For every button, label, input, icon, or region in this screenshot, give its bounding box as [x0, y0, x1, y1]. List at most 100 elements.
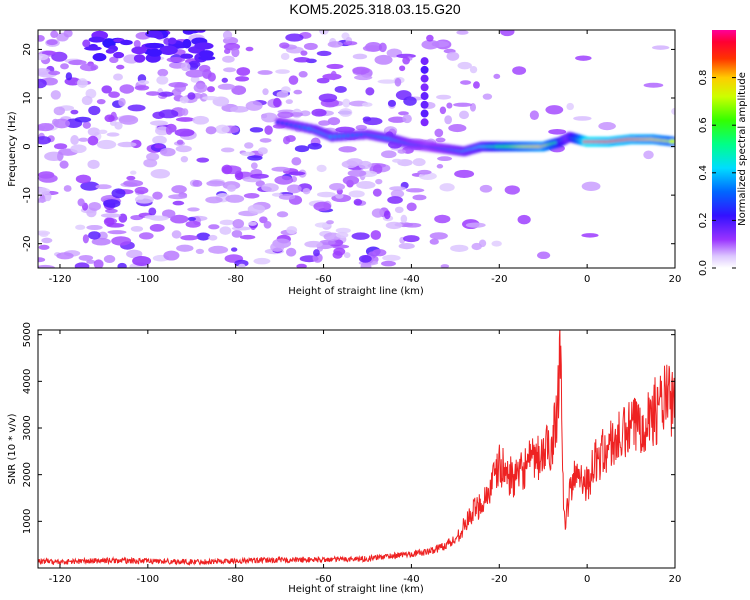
noise-blob — [255, 180, 265, 187]
noise-blob — [365, 87, 375, 96]
noise-blob — [288, 75, 299, 85]
noise-blob — [129, 170, 137, 175]
noise-blob — [358, 255, 372, 263]
noise-blob — [294, 145, 310, 153]
noise-blob — [318, 120, 331, 126]
snr-y-tick-label: 5000 — [22, 322, 33, 347]
noise-blob — [456, 30, 469, 35]
noise-blob — [548, 128, 567, 135]
noise-blob — [38, 136, 51, 145]
noise-blob — [137, 194, 145, 200]
noise-blob — [247, 204, 266, 214]
noise-blob — [512, 66, 527, 75]
noise-blob — [187, 92, 196, 100]
noise-blob — [250, 162, 258, 170]
noise-blob-spike — [420, 83, 429, 92]
noise-blob — [643, 82, 664, 88]
noise-blob — [335, 231, 349, 239]
noise-blob — [175, 145, 192, 153]
noise-blob — [44, 192, 52, 202]
noise-blob — [457, 61, 472, 70]
noise-blob — [215, 124, 230, 134]
noise-blob — [402, 56, 410, 65]
noise-blob — [261, 112, 278, 123]
noise-blob — [353, 198, 363, 206]
snr-x-tick-label: -60 — [315, 574, 331, 585]
noise-blob — [575, 55, 592, 61]
noise-blob — [417, 169, 432, 175]
colorbar-gradient — [712, 30, 736, 268]
noise-blob — [453, 102, 473, 107]
noise-blob — [220, 147, 235, 153]
noise-blob — [293, 57, 311, 63]
noise-blob — [235, 76, 250, 82]
spectrogram-x-tick-label: -20 — [491, 274, 507, 285]
noise-blob — [286, 247, 297, 257]
noise-blob — [573, 116, 592, 121]
noise-blob — [224, 48, 231, 54]
noise-blob — [126, 175, 136, 181]
colorbar-tick-label: 0.8 — [698, 70, 709, 86]
noise-blob-cluster — [131, 46, 147, 55]
snr-y-tick-label: 1000 — [22, 509, 33, 534]
noise-blob — [171, 185, 187, 194]
noise-blob-cluster — [180, 53, 194, 59]
noise-blob — [375, 178, 383, 185]
noise-blob — [126, 249, 143, 259]
noise-blob — [275, 69, 290, 74]
snr-background — [38, 330, 675, 568]
noise-blob — [403, 222, 422, 228]
noise-blob — [231, 230, 243, 238]
noise-blob — [107, 230, 127, 235]
noise-blob — [232, 219, 245, 229]
noise-blob — [188, 60, 201, 68]
noise-blob — [156, 75, 169, 85]
noise-blob — [372, 164, 383, 175]
noise-blob — [202, 96, 220, 101]
noise-blob — [383, 210, 391, 220]
noise-blob — [327, 41, 343, 48]
noise-blob-cluster — [198, 50, 214, 58]
noise-blob — [144, 215, 160, 220]
noise-blob — [165, 125, 173, 135]
noise-blob — [392, 158, 403, 163]
noise-blob — [205, 126, 217, 135]
noise-blob — [652, 45, 670, 50]
noise-blob — [372, 188, 382, 197]
noise-blob — [170, 214, 189, 224]
noise-blob — [236, 67, 251, 76]
spectrogram-x-label: Height of straight line (km) — [288, 286, 424, 297]
noise-blob — [504, 185, 520, 195]
noise-blob — [118, 97, 126, 107]
noise-blob — [352, 53, 368, 60]
noise-blob — [598, 121, 616, 131]
noise-blob — [537, 251, 551, 260]
noise-blob — [38, 264, 56, 268]
noise-blob-cluster — [145, 30, 163, 38]
snr-x-tick-label: -20 — [491, 574, 507, 585]
noise-blob — [262, 88, 269, 96]
noise-blob — [444, 115, 453, 125]
noise-blob — [74, 116, 92, 123]
noise-blob-cluster — [182, 38, 192, 49]
noise-blob — [111, 236, 132, 246]
noise-blob — [399, 65, 406, 72]
noise-blob — [185, 220, 201, 228]
noise-blob — [465, 222, 486, 228]
noise-blob — [296, 263, 307, 268]
noise-blob — [91, 237, 111, 246]
noise-blob — [446, 51, 460, 61]
noise-blob — [79, 63, 99, 72]
noise-blob — [339, 108, 353, 117]
noise-blob — [355, 124, 368, 131]
spectrogram-y-tick-label: 20 — [22, 43, 33, 56]
colorbar-tick-label: 0.2 — [698, 212, 709, 228]
noise-blob — [446, 102, 453, 109]
noise-blob — [311, 108, 327, 117]
snr-x-ticks: -120 -100 -80 -60 -40 -20 0 20 — [49, 330, 681, 585]
noise-blob — [378, 42, 387, 53]
noise-blob — [314, 222, 332, 228]
noise-blob — [179, 96, 189, 104]
noise-blob — [68, 59, 87, 66]
